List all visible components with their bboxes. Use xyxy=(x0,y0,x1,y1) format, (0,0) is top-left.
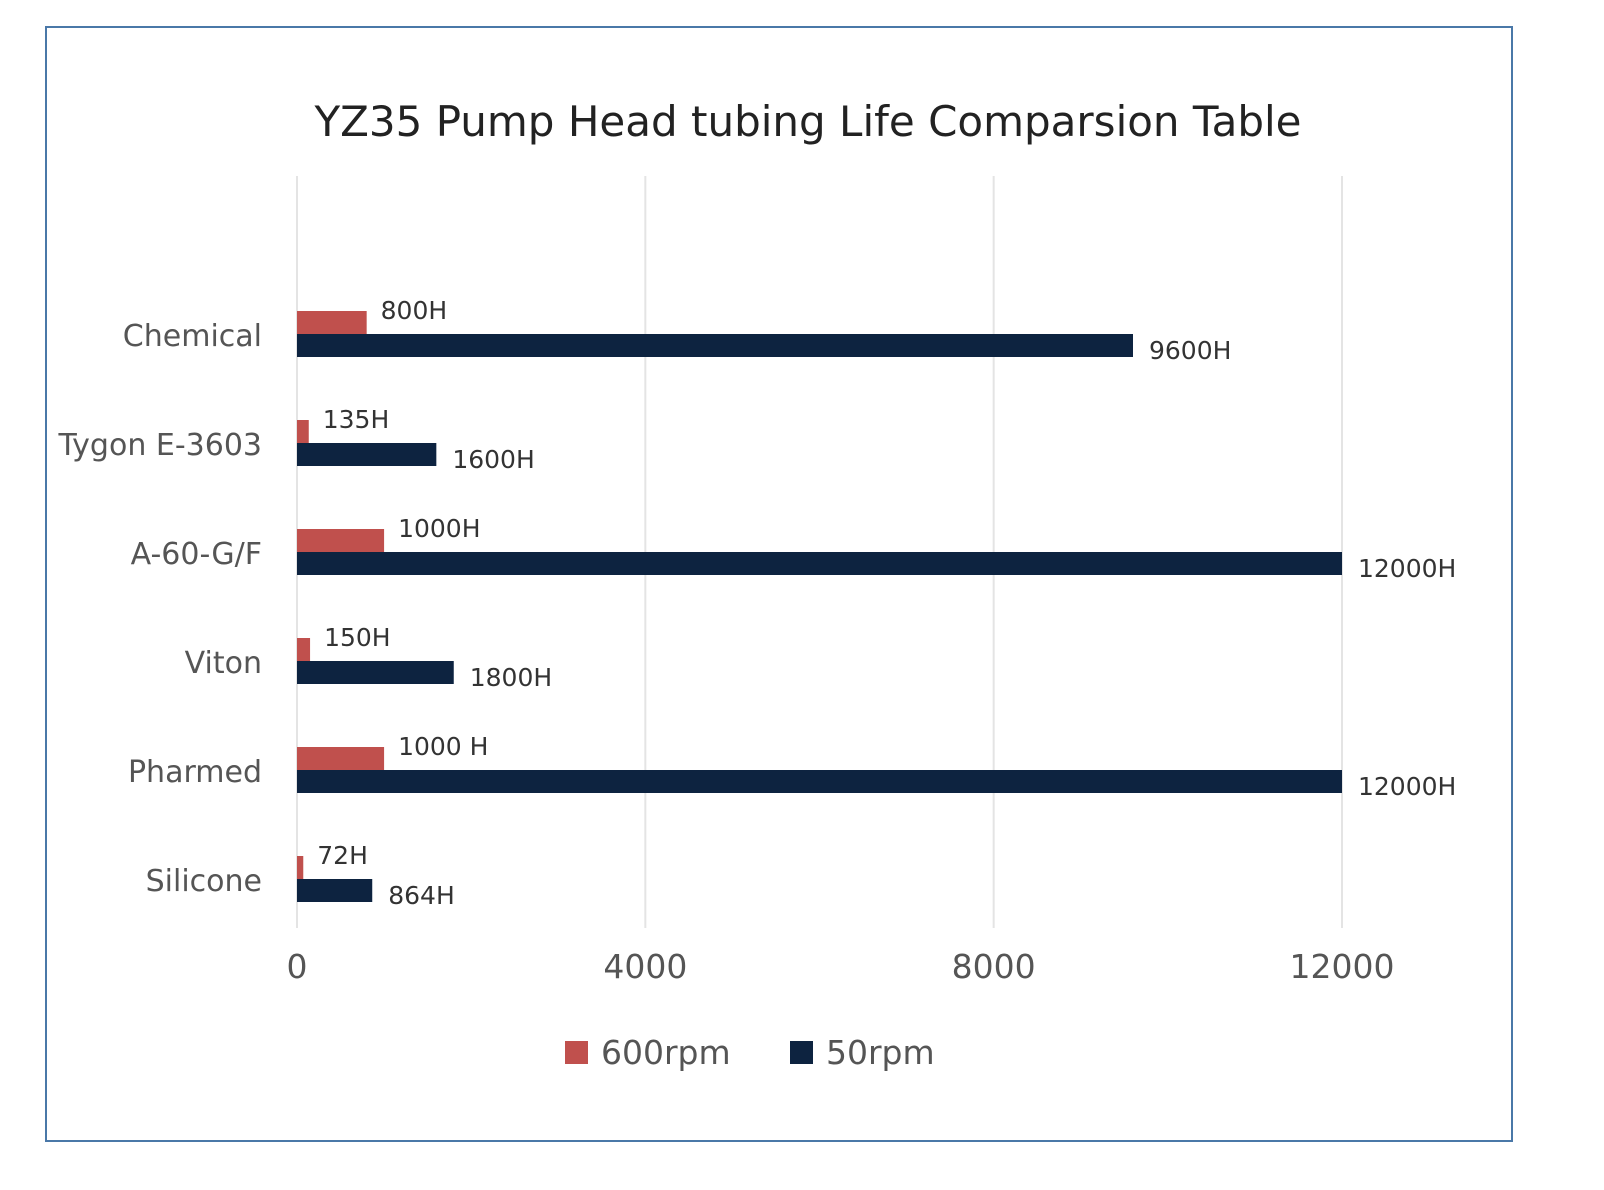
bar-600rpm-3 xyxy=(297,638,311,661)
data-label-50rpm-0: 9600H xyxy=(1149,336,1231,365)
category-label: Silicone xyxy=(146,864,262,899)
data-label-600rpm-2: 1000H xyxy=(398,514,480,543)
bar-600rpm-0 xyxy=(297,311,367,334)
category-labels: Chemical Tygon E-3603 A-60-G/F Viton Pharmed… xyxy=(58,319,262,899)
bar-600rpm-2 xyxy=(297,529,385,552)
bar-50rpm-5 xyxy=(297,879,373,902)
x-tick-label: 4000 xyxy=(603,947,687,986)
x-tick-label: 0 xyxy=(287,947,308,986)
bar-50rpm-3 xyxy=(297,661,454,684)
x-tick-label: 12000 xyxy=(1290,947,1395,986)
bar-50rpm-0 xyxy=(297,334,1133,357)
bar-600rpm-1 xyxy=(297,420,309,443)
x-axis-ticks: 0 4000 8000 12000 xyxy=(287,947,1395,986)
data-label-50rpm-2: 12000H xyxy=(1358,554,1456,583)
bars xyxy=(297,311,1342,902)
data-label-600rpm-5: 72H xyxy=(317,841,368,870)
chart-frame xyxy=(45,26,1513,1142)
data-label-600rpm-0: 800H xyxy=(381,296,448,325)
x-tick-label: 8000 xyxy=(952,947,1036,986)
data-label-600rpm-1: 135H xyxy=(323,405,390,434)
legend-label-1: 50rpm xyxy=(826,1033,935,1072)
legend-swatch-0 xyxy=(565,1041,588,1064)
legend: 600rpm 50rpm xyxy=(565,1033,935,1072)
data-labels: 800H 9600H 135H 1600H 1000H 12000H 150H 1800H 10… xyxy=(317,296,1456,910)
bar-600rpm-4 xyxy=(297,747,385,770)
category-label: Pharmed xyxy=(128,755,262,790)
category-label: Tygon E-3603 xyxy=(58,428,262,463)
category-label: Viton xyxy=(185,646,262,681)
bar-600rpm-5 xyxy=(297,856,304,879)
data-label-50rpm-4: 12000H xyxy=(1358,772,1456,801)
chart-title: YZ35 Pump Head tubing Life Comparsion Ta… xyxy=(313,97,1301,146)
data-label-50rpm-5: 864H xyxy=(388,881,455,910)
bar-50rpm-4 xyxy=(297,770,1342,793)
category-label: A-60-G/F xyxy=(131,537,262,572)
data-label-50rpm-1: 1600H xyxy=(452,445,534,474)
bar-50rpm-1 xyxy=(297,443,437,466)
bar-50rpm-2 xyxy=(297,552,1342,575)
legend-label-0: 600rpm xyxy=(601,1033,731,1072)
data-label-600rpm-3: 150H xyxy=(324,623,391,652)
legend-swatch-1 xyxy=(790,1041,813,1064)
data-label-600rpm-4: 1000 H xyxy=(398,732,488,761)
category-label: Chemical xyxy=(123,319,262,354)
data-label-50rpm-3: 1800H xyxy=(470,663,552,692)
